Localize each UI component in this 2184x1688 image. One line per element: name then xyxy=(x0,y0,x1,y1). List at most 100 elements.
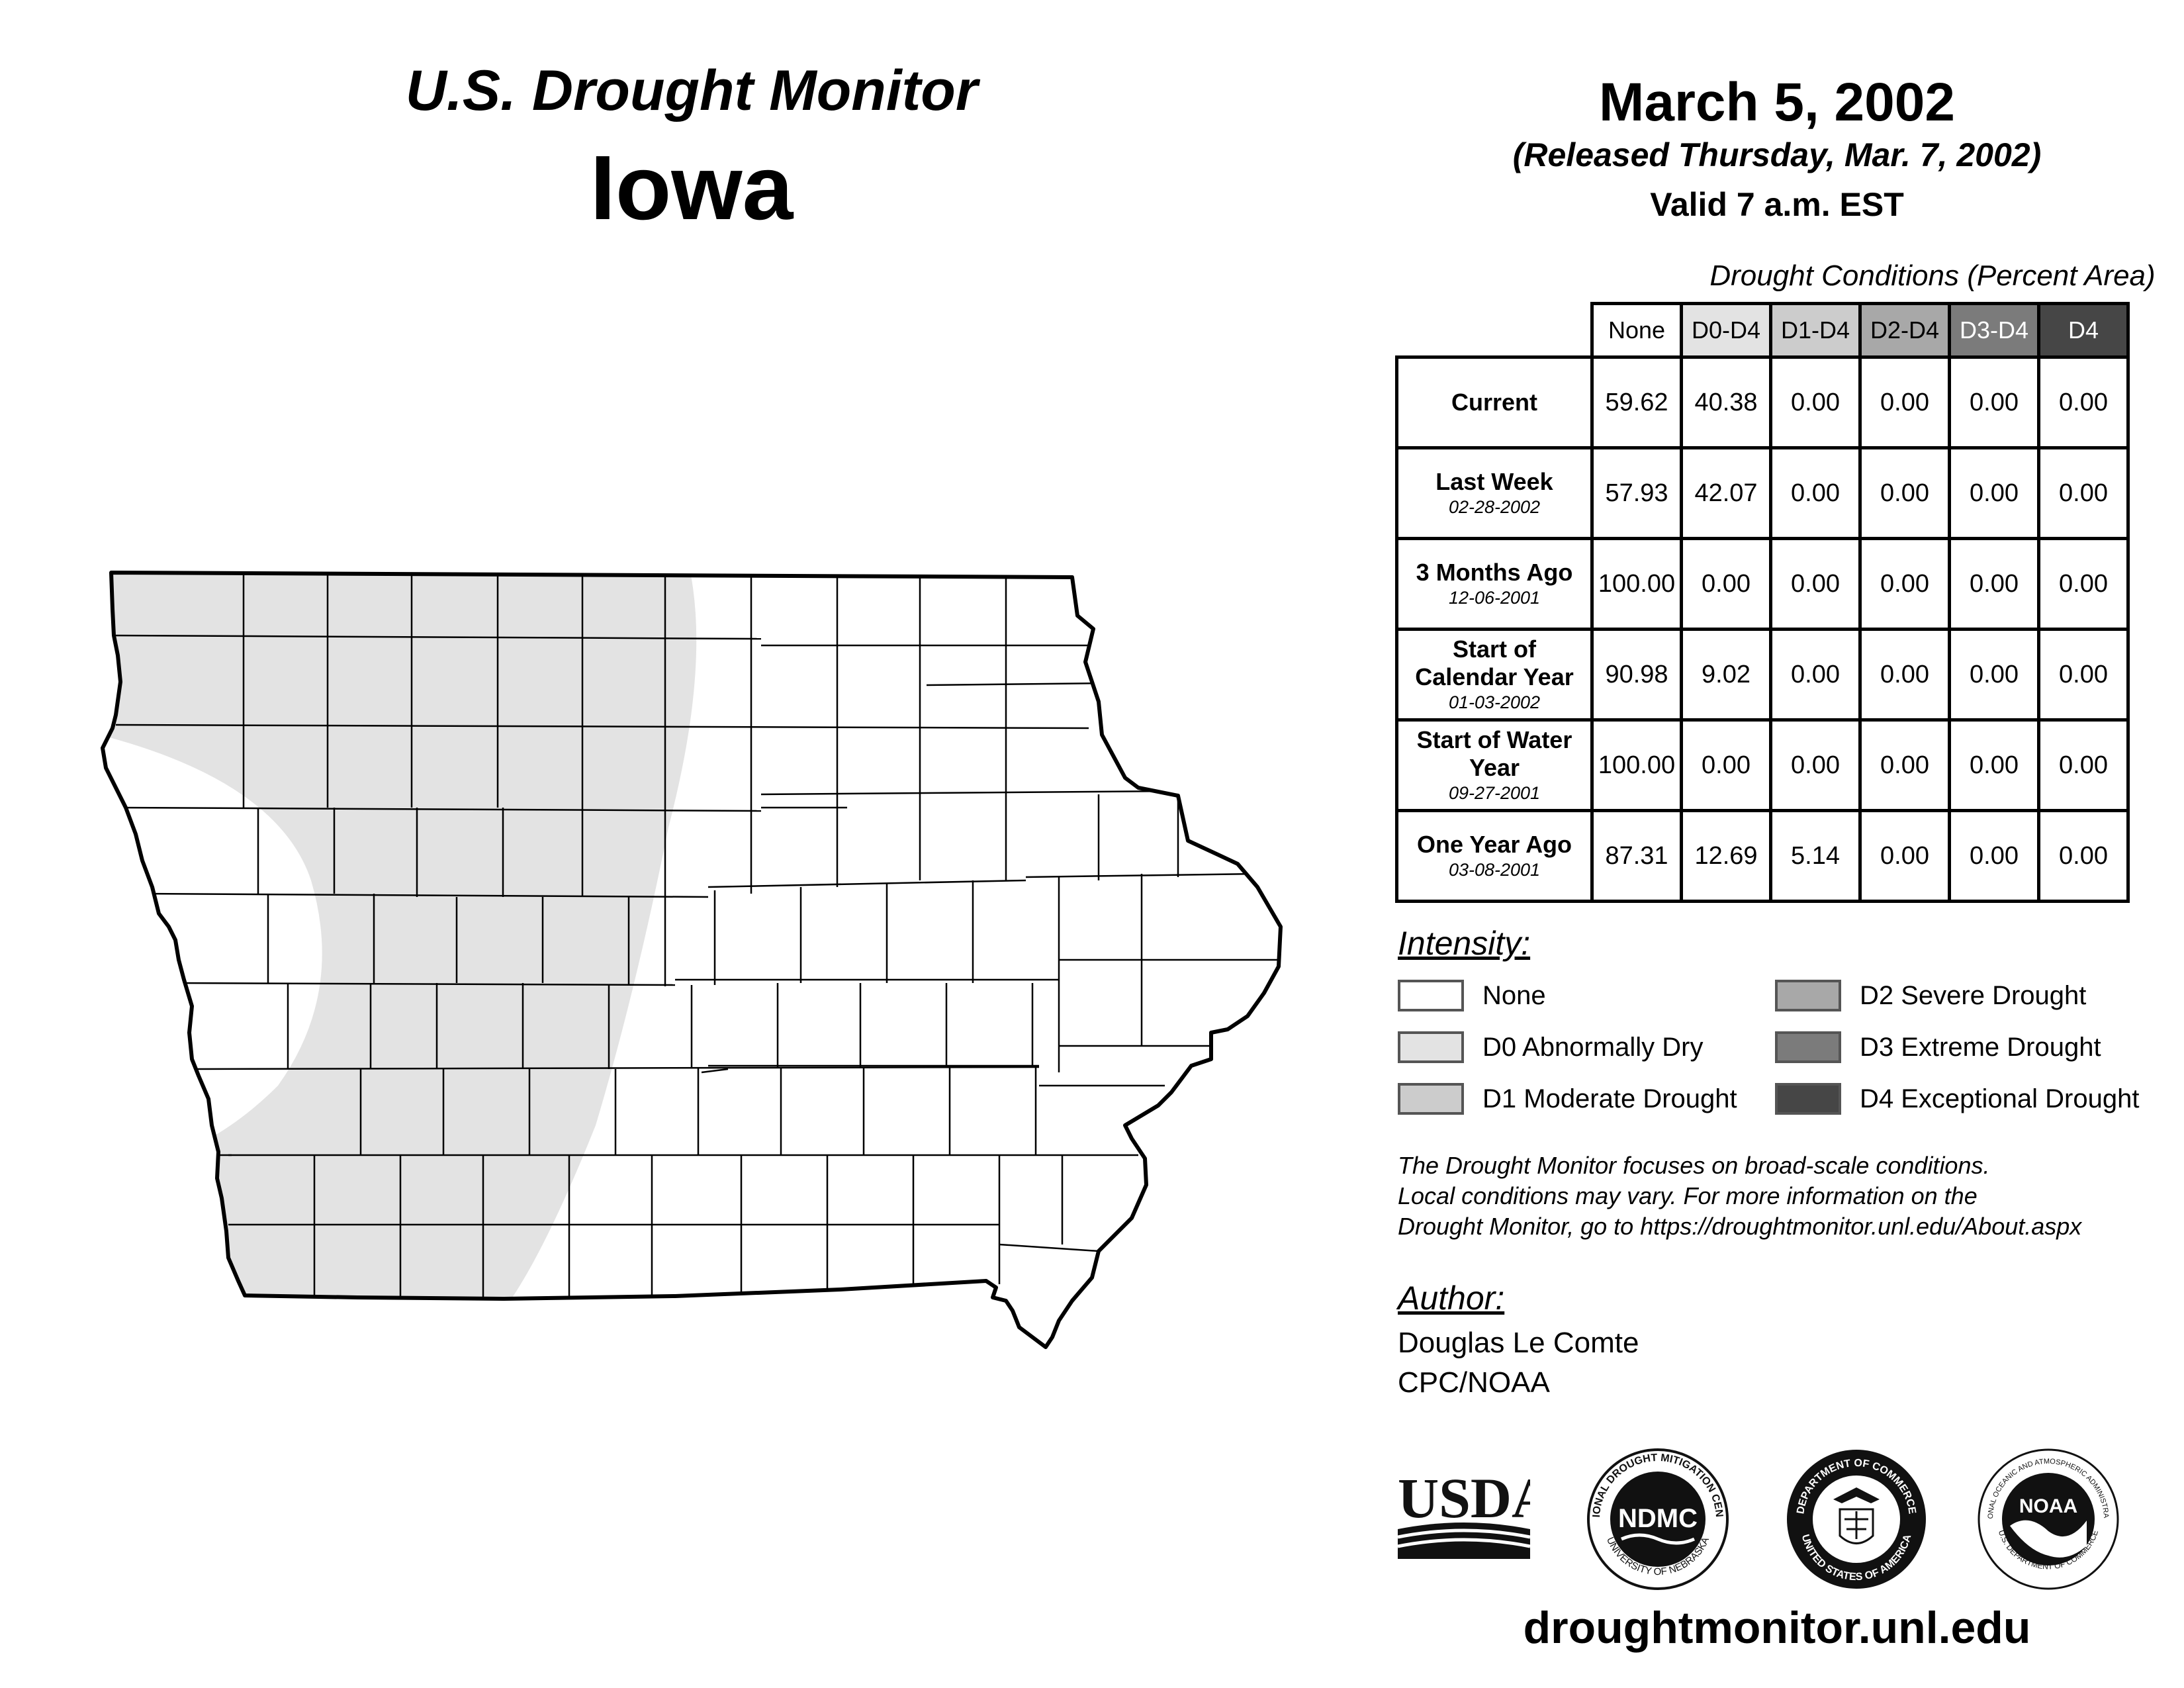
county-boundaries xyxy=(115,573,1281,1299)
table-cell: 0.00 xyxy=(1858,628,1951,722)
legend-swatch xyxy=(1775,1031,1841,1063)
row-label-text: Current xyxy=(1451,389,1537,416)
table-caption: Drought Conditions (Percent Area) xyxy=(1709,259,2156,292)
table-row: Current 59.62 40.38 0.00 0.00 0.00 0.00 xyxy=(1395,355,2130,449)
table-cell: 0.00 xyxy=(1680,718,1772,812)
noaa-logo: NATIONAL OCEANIC AND ATMOSPHERIC ADMINIS… xyxy=(1976,1446,2119,1590)
table-cell: 12.69 xyxy=(1680,809,1772,903)
table-cell: 42.07 xyxy=(1680,446,1772,540)
iowa-drought-map xyxy=(101,571,1283,1349)
row-label: Start of Water Year 09-27-2001 xyxy=(1395,718,1594,812)
row-label: 3 Months Ago 12-06-2001 xyxy=(1395,537,1594,631)
table-row: Start of Calendar Year 01-03-2002 90.98 9… xyxy=(1395,628,2130,722)
table-cell: 0.00 xyxy=(1769,718,1862,812)
table-cell: 0.00 xyxy=(1858,446,1951,540)
row-label-text: One Year Ago xyxy=(1416,831,1572,858)
col-header-none: None xyxy=(1590,302,1683,359)
table-cell: 0.00 xyxy=(2037,355,2130,449)
table-cell: 0.00 xyxy=(1858,355,1951,449)
table-cell: 0.00 xyxy=(2037,628,2130,722)
author-name: Douglas Le Comte xyxy=(1398,1327,1639,1359)
drought-conditions-table: None D0-D4 D1-D4 D2-D4 D3-D4 D4 Current … xyxy=(1395,302,2130,903)
row-label-text: Start of Water Year xyxy=(1416,726,1572,781)
col-header-d4: D4 xyxy=(2037,302,2130,359)
map-date: March 5, 2002 xyxy=(1599,72,1955,132)
legend-heading: Intensity: xyxy=(1398,925,1531,962)
d0-abnormally-dry-area xyxy=(103,573,697,1311)
row-label: Current xyxy=(1395,355,1594,449)
iowa-state-outline xyxy=(101,571,1283,1349)
noaa-logo-text: NOAA xyxy=(2019,1495,2077,1517)
legend-swatch xyxy=(1398,1083,1464,1115)
row-label-text: Last Week xyxy=(1435,468,1553,495)
table-cell: 0.00 xyxy=(1948,355,2040,449)
table-cell: 5.14 xyxy=(1769,809,1862,903)
table-cell: 0.00 xyxy=(1769,355,1862,449)
site-url[interactable]: droughtmonitor.unl.edu xyxy=(1523,1603,2031,1653)
row-label: Start of Calendar Year 01-03-2002 xyxy=(1395,628,1594,722)
table-cell: 0.00 xyxy=(1858,718,1951,812)
row-date: 02-28-2002 xyxy=(1448,497,1541,517)
col-header-d2-d4: D2-D4 xyxy=(1858,302,1951,359)
row-date: 09-27-2001 xyxy=(1448,783,1541,803)
table-row: Last Week 02-28-2002 57.93 42.07 0.00 0.0… xyxy=(1395,446,2130,540)
table-row: Start of Water Year 09-27-2001 100.00 0.0… xyxy=(1395,718,2130,812)
table-cell: 0.00 xyxy=(1769,446,1862,540)
table-cell: 9.02 xyxy=(1680,628,1772,722)
legend-swatch xyxy=(1398,980,1464,1011)
state-title: Iowa xyxy=(590,137,794,239)
table-cell: 0.00 xyxy=(2037,718,2130,812)
row-date: 12-06-2001 xyxy=(1448,588,1541,608)
release-date: (Released Thursday, Mar. 7, 2002) xyxy=(1512,136,2042,173)
note-line: The Drought Monitor focuses on broad-sca… xyxy=(1398,1152,1990,1179)
legend-label: D3 Extreme Drought xyxy=(1860,1033,2101,1062)
valid-time: Valid 7 a.m. EST xyxy=(1650,186,1904,223)
note-line: Local conditions may vary. For more info… xyxy=(1398,1182,1978,1209)
legend-swatch xyxy=(1775,1083,1841,1115)
disclaimer-note: The Drought Monitor focuses on broad-sca… xyxy=(1398,1150,2179,1242)
author-org: CPC/NOAA xyxy=(1398,1366,1550,1399)
legend-label: D0 Abnormally Dry xyxy=(1482,1033,1704,1062)
table-cell: 0.00 xyxy=(1680,537,1772,631)
table-cell: 0.00 xyxy=(1769,537,1862,631)
table-cell: 0.00 xyxy=(2037,446,2130,540)
ndmc-logo-text: NDMC xyxy=(1618,1504,1698,1533)
row-label: One Year Ago 03-08-2001 xyxy=(1395,809,1594,903)
table-cell: 0.00 xyxy=(1769,628,1862,722)
col-header-d3-d4: D3-D4 xyxy=(1948,302,2040,359)
table-cell: 100.00 xyxy=(1590,718,1683,812)
legend-swatch xyxy=(1398,1031,1464,1063)
table-cell: 0.00 xyxy=(1948,628,2040,722)
col-header-d1-d4: D1-D4 xyxy=(1769,302,1862,359)
legend-label: D2 Severe Drought xyxy=(1860,981,2087,1010)
note-line: Drought Monitor, go to https://droughtmo… xyxy=(1398,1213,2082,1240)
table-cell: 90.98 xyxy=(1590,628,1683,722)
table-cell: 0.00 xyxy=(2037,537,2130,631)
table-cell: 59.62 xyxy=(1590,355,1683,449)
table-cell: 0.00 xyxy=(1948,809,2040,903)
usda-logo-text: USDA xyxy=(1398,1466,1530,1530)
table-cell: 0.00 xyxy=(1948,537,2040,631)
row-label: Last Week 02-28-2002 xyxy=(1395,446,1594,540)
table-cell: 0.00 xyxy=(2037,809,2130,903)
table-cell: 87.31 xyxy=(1590,809,1683,903)
row-date: 01-03-2002 xyxy=(1448,692,1541,712)
table-row: One Year Ago 03-08-2001 87.31 12.69 5.14 … xyxy=(1395,809,2130,903)
department-of-commerce-seal: DEPARTMENT OF COMMERCE UNITED STATES OF … xyxy=(1787,1450,1926,1589)
ndmc-logo: NATIONAL DROUGHT MITIGATION CENTER UNIVE… xyxy=(1585,1446,1729,1590)
table-cell: 0.00 xyxy=(1948,718,2040,812)
row-date: 03-08-2001 xyxy=(1448,860,1541,880)
table-cell: 100.00 xyxy=(1590,537,1683,631)
col-header-d0-d4: D0-D4 xyxy=(1680,302,1772,359)
legend-swatch xyxy=(1775,980,1841,1011)
map-title: U.S. Drought Monitor xyxy=(405,59,978,122)
legend-label: None xyxy=(1482,981,1546,1010)
row-label-text: 3 Months Ago xyxy=(1416,559,1573,586)
table-row: 3 Months Ago 12-06-2001 100.00 0.00 0.00 … xyxy=(1395,537,2130,631)
usda-logo: USDA xyxy=(1398,1466,1530,1559)
table-cell: 0.00 xyxy=(1858,809,1951,903)
legend-label: D1 Moderate Drought xyxy=(1482,1084,1737,1113)
table-cell: 0.00 xyxy=(1948,446,2040,540)
legend-label: D4 Exceptional Drought xyxy=(1860,1084,2140,1113)
table-cell: 57.93 xyxy=(1590,446,1683,540)
